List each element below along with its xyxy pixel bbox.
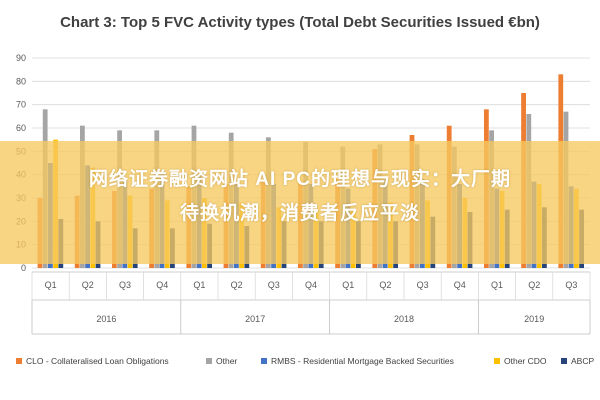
x-tick-label: Q1	[45, 280, 57, 290]
x-tick-label: Q1	[491, 280, 503, 290]
x-tick-label: Q2	[379, 280, 391, 290]
y-tick-label: 90	[16, 53, 26, 63]
banner-line-1: 网络证券融资网站 AI PC的理想与现实：大厂期	[89, 169, 511, 190]
x-tick-label: Q4	[156, 280, 168, 290]
y-tick-label: 60	[16, 123, 26, 133]
legend-swatch	[16, 358, 22, 364]
legend-label: ABCP	[571, 356, 595, 366]
x-tick-label: Q3	[417, 280, 429, 290]
banner-line-2: 待换机潮，消费者反应平淡	[179, 203, 420, 224]
group-label: 2018	[394, 314, 414, 324]
legend-swatch	[206, 358, 212, 364]
legend-swatch	[494, 358, 500, 364]
legend-swatch	[561, 358, 567, 364]
legend-item: Other	[206, 356, 237, 366]
y-tick-label: 80	[16, 76, 26, 86]
y-tick-label: 70	[16, 100, 26, 110]
overlay-banner: 网络证券融资网站 AI PC的理想与现实：大厂期 待换机潮，消费者反应平淡	[0, 141, 600, 264]
legend-label: CLO - Collateralised Loan Obligations	[26, 356, 169, 366]
y-tick-label: 0	[21, 263, 26, 273]
x-tick-label: Q2	[528, 280, 540, 290]
legend-label: RMBS - Residential Mortgage Backed Secur…	[271, 356, 454, 366]
chart-title: Chart 3: Top 5 FVC Activity types (Total…	[60, 14, 540, 31]
group-label: 2016	[96, 314, 116, 324]
x-tick-label: Q3	[565, 280, 577, 290]
x-tick-label: Q2	[82, 280, 94, 290]
legend-item: RMBS - Residential Mortgage Backed Secur…	[261, 356, 454, 366]
x-tick-label: Q1	[193, 280, 205, 290]
legend-item: ABCP	[561, 356, 594, 366]
legend-label: Other CDO	[504, 356, 547, 366]
x-tick-label: Q1	[342, 280, 354, 290]
x-tick-label: Q4	[454, 280, 466, 290]
legend-label: Other	[216, 356, 238, 366]
legend: CLO - Collateralised Loan Obligations Oth…	[6, 356, 596, 372]
x-tick-label: Q3	[119, 280, 131, 290]
x-tick-label: Q3	[268, 280, 280, 290]
legend-swatch	[261, 358, 267, 364]
legend-item: CLO - Collateralised Loan Obligations	[16, 356, 169, 366]
legend-item: Other CDO	[494, 356, 547, 366]
group-label: 2017	[245, 314, 265, 324]
banner-text: 网络证券融资网站 AI PC的理想与现实：大厂期 待换机潮，消费者反应平淡	[20, 163, 580, 231]
group-label: 2019	[524, 314, 544, 324]
x-tick-label: Q2	[231, 280, 243, 290]
x-tick-label: Q4	[305, 280, 317, 290]
